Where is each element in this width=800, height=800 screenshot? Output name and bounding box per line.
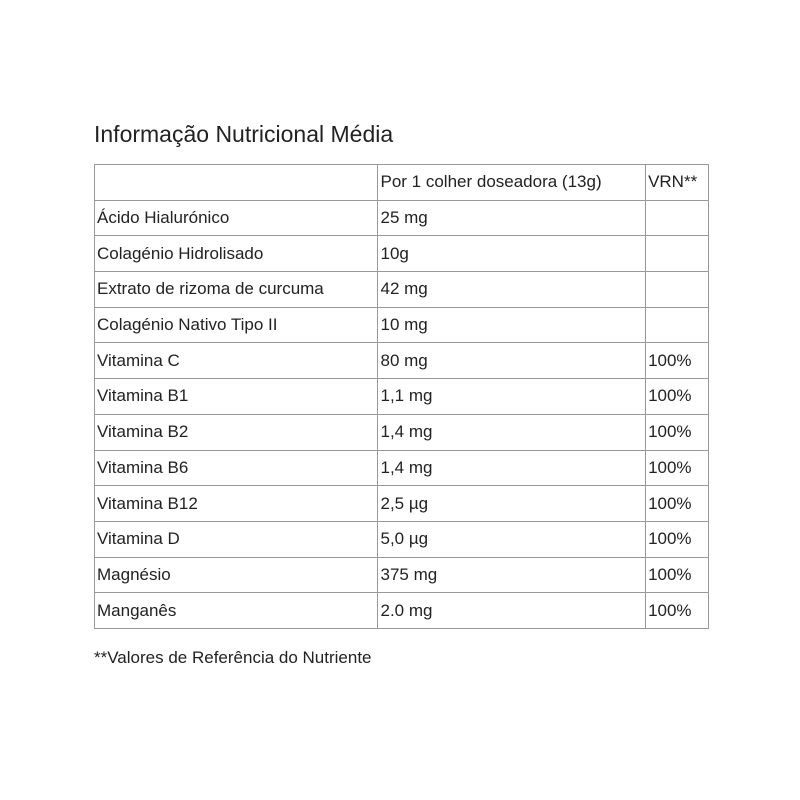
table-row: Vitamina D 5,0 µg 100% — [93, 520, 709, 558]
table-header-row: Por 1 colher doseadora (13g) VRN** — [93, 164, 709, 201]
table-row: Vitamina C 80 mg 100% — [93, 342, 709, 380]
table-row: Ácido Hialurónico 25 mg — [93, 199, 709, 237]
amount-cell: 5,0 µg — [377, 520, 647, 558]
vrn-cell — [645, 199, 709, 237]
nutrient-name-cell: Colagénio Hidrolisado — [93, 235, 379, 273]
nutrient-name-cell: Magnésio — [93, 556, 379, 594]
amount-cell: Por 1 colher doseadora (13g) — [377, 164, 647, 201]
nutrient-name-cell: Vitamina B1 — [93, 378, 379, 415]
vrn-cell: 100% — [645, 556, 709, 594]
nutrient-name-cell: Ácido Hialurónico — [93, 199, 379, 237]
nutrient-name-cell: Colagénio Nativo Tipo II — [93, 306, 379, 344]
vrn-cell: 100% — [645, 342, 709, 380]
amount-cell: 1,4 mg — [377, 413, 647, 451]
table-row: Vitamina B1 1,1 mg 100% — [93, 378, 709, 415]
table-row: Extrato de rizoma de curcuma 42 mg — [93, 271, 709, 308]
vrn-cell: 100% — [645, 378, 709, 415]
nutrient-name-cell: Manganês — [93, 592, 379, 629]
amount-cell: 80 mg — [377, 342, 647, 380]
table-row: Manganês 2.0 mg 100% — [93, 592, 709, 629]
table-row: Magnésio 375 mg 100% — [93, 556, 709, 594]
nutrient-name-cell: Vitamina D — [93, 520, 379, 558]
amount-cell: 375 mg — [377, 556, 647, 594]
amount-cell: 1,4 mg — [377, 449, 647, 487]
nutrient-name-cell: Vitamina B2 — [93, 413, 379, 451]
nutrient-name-cell: Vitamina C — [93, 342, 379, 380]
nutrient-name-cell: Vitamina B6 — [93, 449, 379, 487]
vrn-cell: 100% — [645, 592, 709, 629]
vrn-cell: VRN** — [645, 164, 709, 201]
table-row: Colagénio Hidrolisado 10g — [93, 235, 709, 273]
page-title: Informação Nutricional Média — [94, 121, 394, 147]
table-row: Vitamina B2 1,4 mg 100% — [93, 413, 709, 451]
footnote: **Valores de Referência do Nutriente — [94, 648, 372, 667]
amount-cell: 10g — [377, 235, 647, 273]
nutrient-name-cell: Vitamina B12 — [93, 485, 379, 522]
vrn-cell — [645, 235, 709, 273]
amount-cell: 1,1 mg — [377, 378, 647, 415]
amount-cell: 42 mg — [377, 271, 647, 308]
amount-cell: 10 mg — [377, 306, 647, 344]
table-row: Vitamina B6 1,4 mg 100% — [93, 449, 709, 487]
amount-cell: 2,5 µg — [377, 485, 647, 522]
vrn-cell — [645, 271, 709, 308]
vrn-cell: 100% — [645, 413, 709, 451]
vrn-cell — [645, 306, 709, 344]
vrn-cell: 100% — [645, 520, 709, 558]
nutrient-name-cell: Extrato de rizoma de curcuma — [93, 271, 379, 308]
table-row: Vitamina B12 2,5 µg 100% — [93, 485, 709, 522]
amount-cell: 2.0 mg — [377, 592, 647, 629]
nutrient-name-cell — [93, 164, 379, 201]
table-row: Colagénio Nativo Tipo II 10 mg — [93, 306, 709, 344]
amount-cell: 25 mg — [377, 199, 647, 237]
nutrition-table: Por 1 colher doseadora (13g) VRN** Ácido H… — [93, 164, 709, 629]
vrn-cell: 100% — [645, 485, 709, 522]
vrn-cell: 100% — [645, 449, 709, 487]
